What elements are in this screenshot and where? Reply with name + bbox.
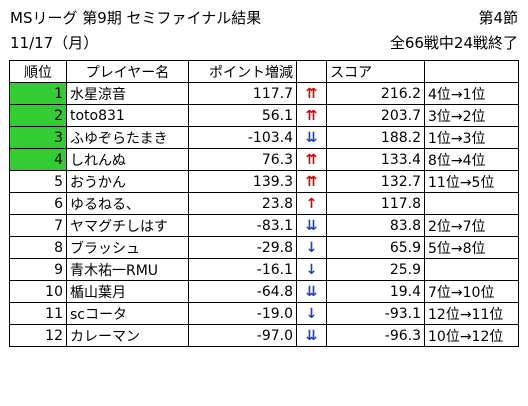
score-cell: -93.1 — [326, 302, 425, 325]
score-cell: 25.9 — [326, 258, 425, 281]
section-label: 第4節 — [478, 9, 518, 27]
table-row: 2 toto831 56.1 ⇈ 203.7 3位→2位 — [9, 104, 519, 127]
rank-cell: 6 — [9, 192, 67, 215]
score-cell: -96.3 — [326, 324, 425, 347]
table-row: 4 しれんぬ 76.3 ⇈ 133.4 8位→4位 — [9, 148, 519, 171]
score-cell: 132.7 — [326, 170, 425, 193]
rank-change-cell: 10位→12位 — [424, 324, 519, 347]
table-row: 12 カレーマン -97.0 ⇊ -96.3 10位→12位 — [9, 324, 519, 347]
point-delta-cell: 56.1 — [188, 104, 297, 127]
rank-change-cell: 11位→5位 — [424, 170, 519, 193]
point-delta-cell: -29.8 — [188, 236, 297, 259]
score-cell: 216.2 — [326, 82, 425, 105]
trend-arrow-icon: ⇊ — [296, 324, 327, 347]
col-header-change — [424, 60, 519, 83]
table-row: 5 おうかん 139.3 ⇈ 132.7 11位→5位 — [9, 170, 519, 193]
score-cell: 65.9 — [326, 236, 425, 259]
rank-cell: 7 — [9, 214, 67, 237]
point-delta-cell: 139.3 — [188, 170, 297, 193]
rank-change-cell: 5位→8位 — [424, 236, 519, 259]
score-cell: 83.8 — [326, 214, 425, 237]
rank-cell: 5 — [9, 170, 67, 193]
player-name-cell: おうかん — [66, 170, 189, 193]
trend-arrow-icon: ⇈ — [296, 82, 327, 105]
results-table: 順位 プレイヤー名 ポイント増減 スコア 1 水星涼音 117.7 ⇈ 216.2 4位→… — [9, 60, 519, 347]
trend-arrow-icon: ⇊ — [296, 214, 327, 237]
point-delta-cell: -19.0 — [188, 302, 297, 325]
player-name-cell: 水星涼音 — [66, 82, 189, 105]
trend-arrow-icon: ⇈ — [296, 104, 327, 127]
point-delta-cell: 23.8 — [188, 192, 297, 215]
rank-change-cell: 4位→1位 — [424, 82, 519, 105]
rank-cell: 4 — [9, 148, 67, 171]
rank-change-cell: 1位→3位 — [424, 126, 519, 149]
table-row: 7 ヤマグチしはす -83.1 ⇊ 83.8 2位→7位 — [9, 214, 519, 237]
table-row: 8 ブラッシュ -29.8 ↓ 65.9 5位→8位 — [9, 236, 519, 259]
trend-arrow-icon: ↑ — [296, 192, 327, 215]
point-delta-cell: -16.1 — [188, 258, 297, 281]
score-cell: 188.2 — [326, 126, 425, 149]
player-name-cell: 青木祐一RMU — [66, 258, 189, 281]
trend-arrow-icon: ↓ — [296, 258, 327, 281]
rank-change-cell: 8位→4位 — [424, 148, 519, 171]
progress-label: 全66戦中24戦終了 — [389, 34, 518, 52]
player-name-cell: ブラッシュ — [66, 236, 189, 259]
rank-cell: 3 — [9, 126, 67, 149]
rank-cell: 8 — [9, 236, 67, 259]
player-name-cell: toto831 — [66, 104, 189, 127]
rank-change-cell: 3位→2位 — [424, 104, 519, 127]
trend-arrow-icon: ⇊ — [296, 126, 327, 149]
point-delta-cell: -83.1 — [188, 214, 297, 237]
results-body: 1 水星涼音 117.7 ⇈ 216.2 4位→1位 2 toto831 56.1 ⇈ 203.7 3… — [9, 82, 519, 347]
player-name-cell: ヤマグチしはす — [66, 214, 189, 237]
table-row: 6 ゆるねる、 23.8 ↑ 117.8 — [9, 192, 519, 215]
player-name-cell: scコータ — [66, 302, 189, 325]
score-cell: 203.7 — [326, 104, 425, 127]
player-name-cell: ゆるねる、 — [66, 192, 189, 215]
page-title: MSリーグ 第9期 セミファイナル結果 — [10, 9, 262, 27]
table-row: 1 水星涼音 117.7 ⇈ 216.2 4位→1位 — [9, 82, 519, 105]
col-header-player: プレイヤー名 — [66, 60, 189, 83]
point-delta-cell: -64.8 — [188, 280, 297, 303]
table-row: 11 scコータ -19.0 ↓ -93.1 12位→11位 — [9, 302, 519, 325]
rank-change-cell: 2位→7位 — [424, 214, 519, 237]
player-name-cell: しれんぬ — [66, 148, 189, 171]
header-row: 順位 プレイヤー名 ポイント増減 スコア — [9, 60, 519, 83]
trend-arrow-icon: ⇈ — [296, 148, 327, 171]
trend-arrow-icon: ⇊ — [296, 280, 327, 303]
table-row: 10 楯山葉月 -64.8 ⇊ 19.4 7位→10位 — [9, 280, 519, 303]
point-delta-cell: -103.4 — [188, 126, 297, 149]
rank-change-cell — [424, 258, 519, 281]
rank-cell: 9 — [9, 258, 67, 281]
col-header-rank: 順位 — [9, 60, 67, 83]
date-label: 11/17（月） — [10, 34, 99, 52]
score-cell: 19.4 — [326, 280, 425, 303]
score-cell: 133.4 — [326, 148, 425, 171]
rank-cell: 1 — [9, 82, 67, 105]
col-header-arrow — [296, 60, 327, 83]
player-name-cell: 楯山葉月 — [66, 280, 189, 303]
table-row: 9 青木祐一RMU -16.1 ↓ 25.9 — [9, 258, 519, 281]
rank-cell: 2 — [9, 104, 67, 127]
player-name-cell: ふゆぞらたまき — [66, 126, 189, 149]
player-name-cell: カレーマン — [66, 324, 189, 347]
trend-arrow-icon: ↓ — [296, 302, 327, 325]
point-delta-cell: 76.3 — [188, 148, 297, 171]
rank-cell: 10 — [9, 280, 67, 303]
col-header-points: ポイント増減 — [188, 60, 297, 83]
rank-change-cell: 7位→10位 — [424, 280, 519, 303]
rank-cell: 12 — [9, 324, 67, 347]
col-header-score: スコア — [326, 60, 425, 83]
trend-arrow-icon: ⇈ — [296, 170, 327, 193]
point-delta-cell: -97.0 — [188, 324, 297, 347]
point-delta-cell: 117.7 — [188, 82, 297, 105]
rank-change-cell — [424, 192, 519, 215]
trend-arrow-icon: ↓ — [296, 236, 327, 259]
table-row: 3 ふゆぞらたまき -103.4 ⇊ 188.2 1位→3位 — [9, 126, 519, 149]
rank-change-cell: 12位→11位 — [424, 302, 519, 325]
score-cell: 117.8 — [326, 192, 425, 215]
rank-cell: 11 — [9, 302, 67, 325]
